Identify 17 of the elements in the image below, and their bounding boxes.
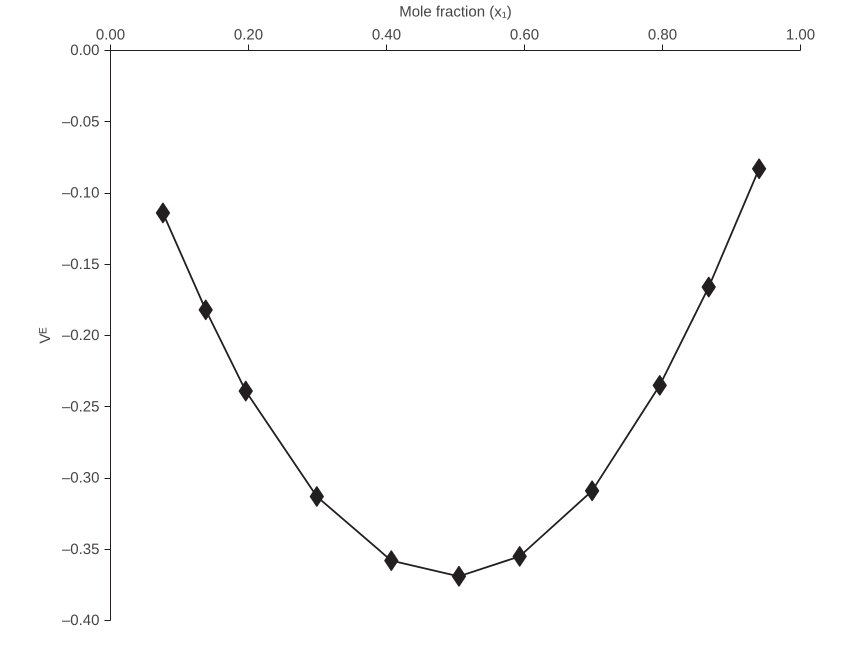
x-tick-label: 0.20 [234,26,264,44]
x-tick-label: 0.80 [648,26,678,44]
y-tick-label: –0.05 [62,113,100,130]
x-tick-label: 1.00 [786,26,816,44]
x-tick-label: 0.60 [510,26,540,44]
y-tick-label: –0.10 [62,184,100,202]
y-tick-label: –0.35 [62,540,100,558]
y-tick-label: –0.25 [62,398,100,416]
x-axis-title: Mole fraction (x₁) [399,4,512,20]
y-tick-label: –0.15 [62,256,100,273]
y-axis-title: Vᴱ [36,327,54,344]
y-tick-label: –0.20 [62,327,100,344]
x-tick-label: 0.00 [96,26,126,44]
y-tick-label: –0.30 [62,470,100,486]
x-tick-label: 0.40 [372,26,402,44]
y-tick-label: –0.40 [62,612,100,629]
y-tick-label: 0.00 [70,42,100,59]
